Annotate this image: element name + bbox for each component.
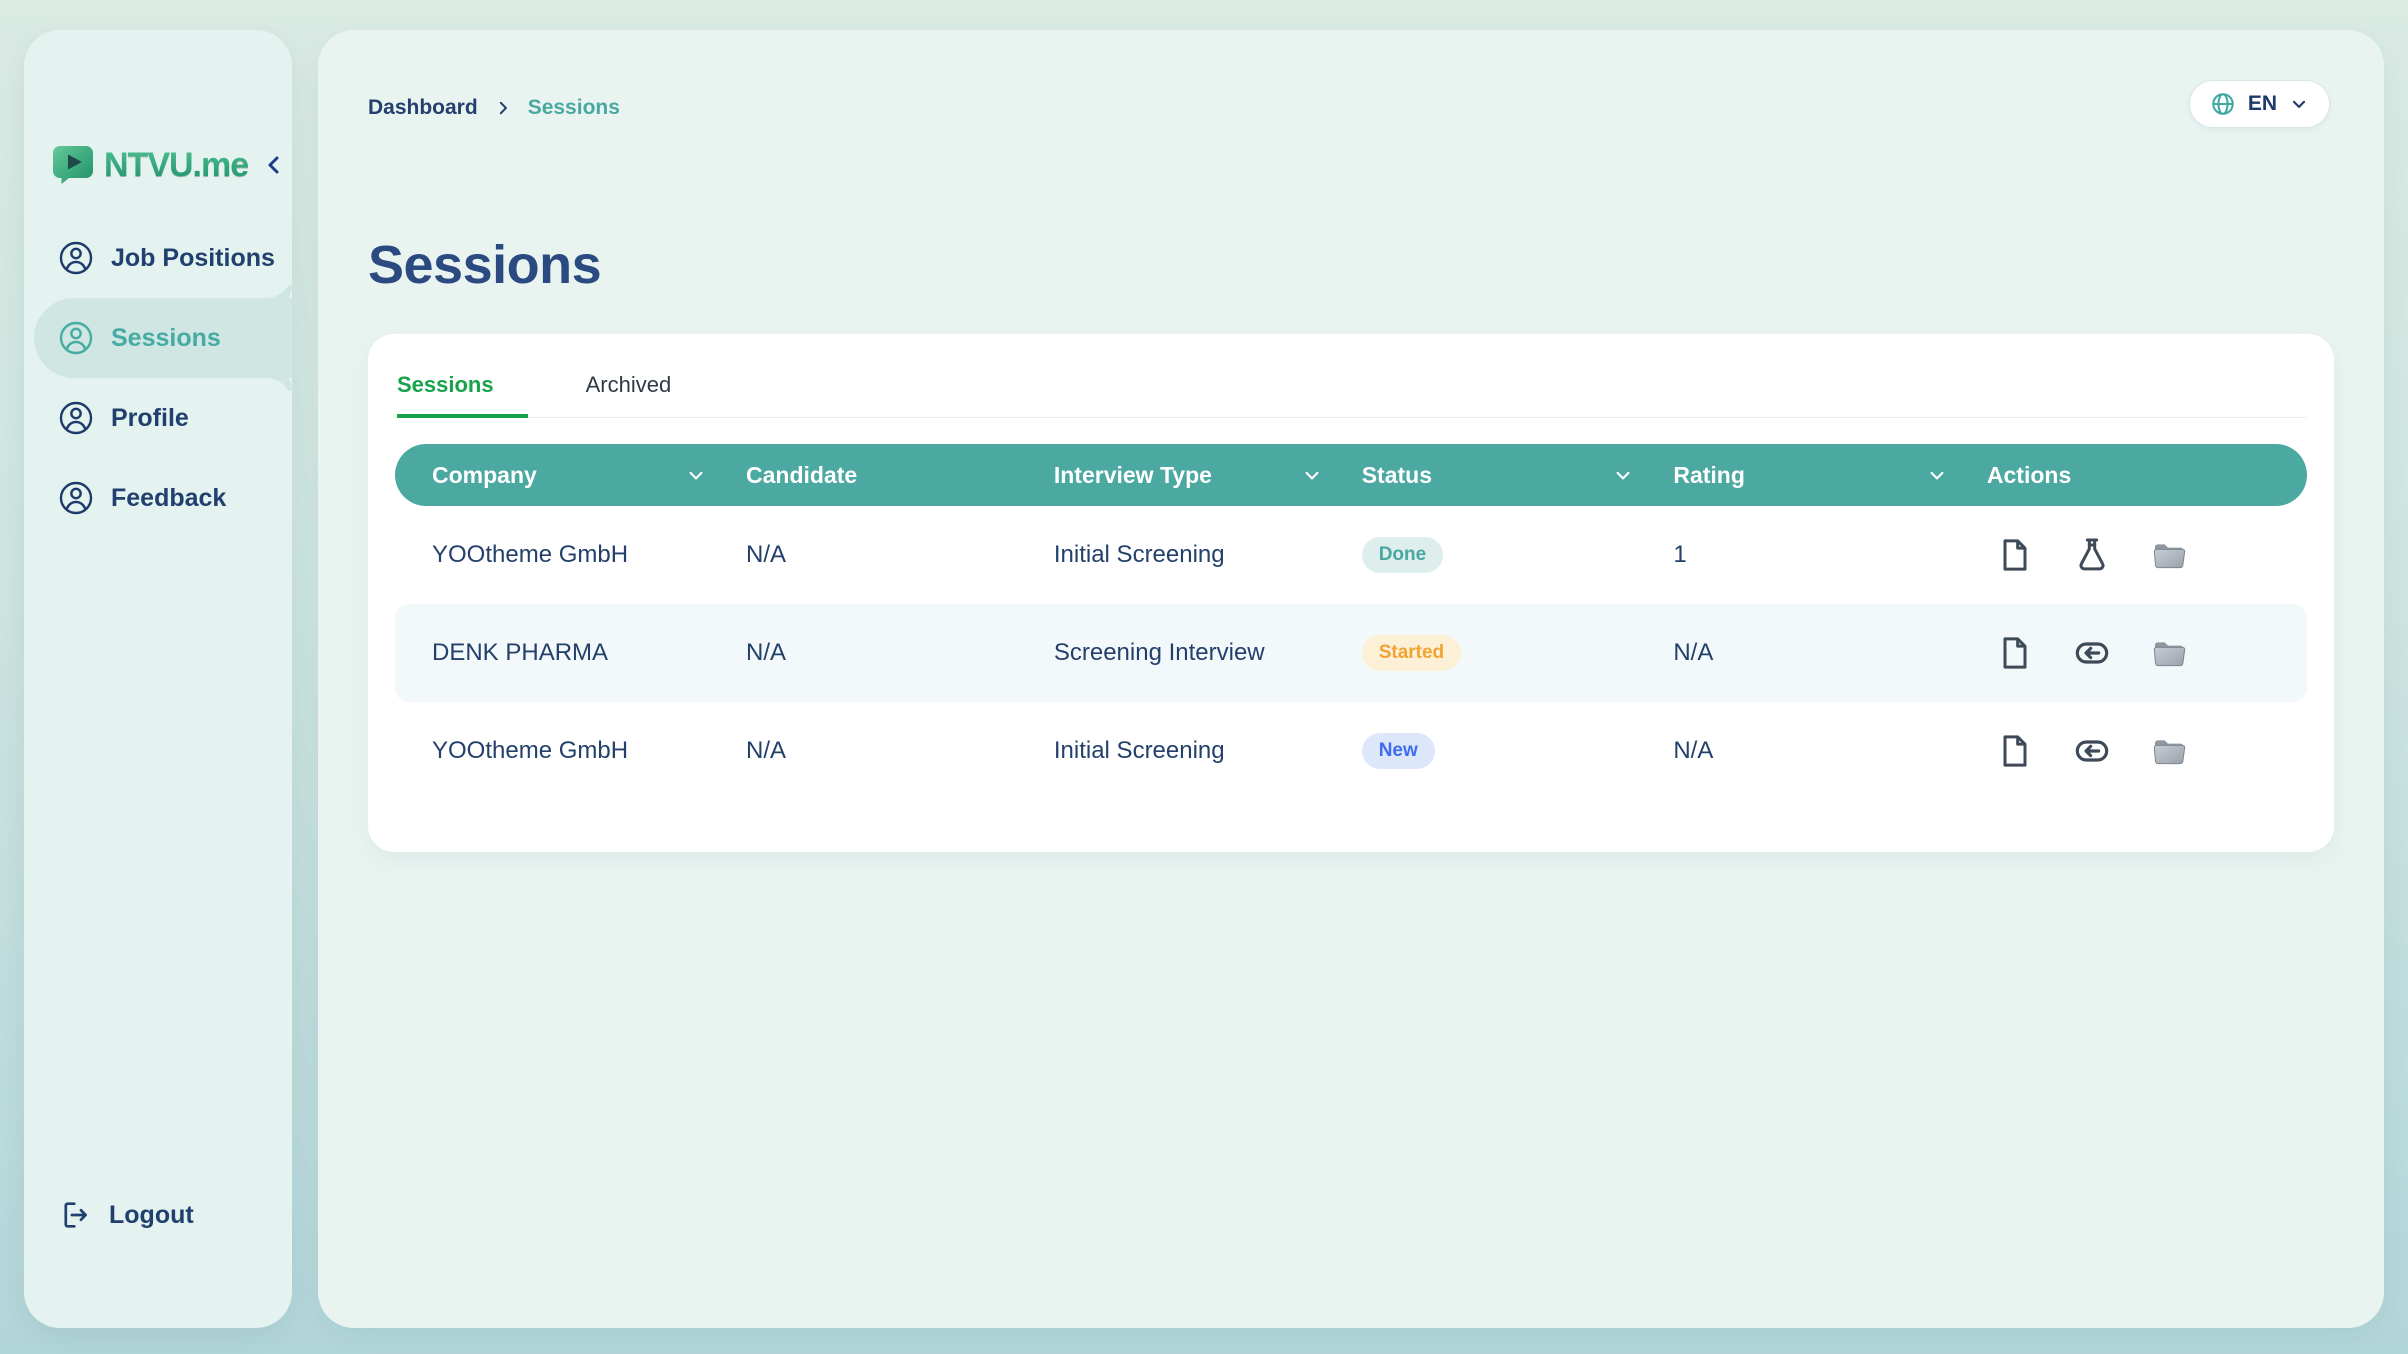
top-row: Dashboard Sessions EN [318,30,2384,128]
sidebar-item-sessions[interactable]: Sessions [34,298,292,378]
cell-actions [1961,535,2307,575]
person-circle-icon [58,240,94,276]
sort-chevron-down-icon[interactable] [1302,465,1322,485]
cell-company: DENK PHARMA [432,639,609,666]
cell-candidate: N/A [746,541,787,568]
sort-chevron-down-icon[interactable] [686,465,706,485]
folder-icon[interactable] [2149,535,2189,575]
cell-rating: N/A [1673,639,1714,666]
status-badge: Started [1361,635,1462,671]
cell-candidate: N/A [746,639,787,666]
cell-actions [1961,633,2307,673]
breadcrumb-sessions: Sessions [527,96,620,119]
table-row: YOOtheme GmbH N/A Initial Screening Done… [395,506,2307,604]
language-code: EN [2247,92,2277,115]
column-label: Rating [1673,461,1745,488]
sessions-card: Sessions Archived Company Candidate Inte… [368,334,2334,852]
sort-chevron-down-icon[interactable] [1613,465,1633,485]
logout-icon [64,1202,87,1228]
column-label: Interview Type [1053,461,1212,488]
column-header-candidate[interactable]: Candidate [720,462,1028,489]
column-label: Candidate [746,461,858,488]
document-icon[interactable] [1995,535,2035,575]
folder-icon[interactable] [2149,633,2189,673]
globe-icon [2212,93,2234,115]
column-header-status[interactable]: Status [1336,462,1648,489]
sidebar-item-label: Profile [111,403,189,432]
page-title: Sessions [368,235,602,295]
sort-chevron-down-icon[interactable] [1927,465,1947,485]
column-header-rating[interactable]: Rating [1647,462,1961,489]
table-header: Company Candidate Interview Type Status [395,444,2307,506]
sidebar-item-job-positions[interactable]: Job Positions [24,218,292,298]
column-label: Status [1361,461,1432,488]
person-circle-icon [58,400,94,436]
flask-icon[interactable] [2072,535,2112,575]
column-header-company[interactable]: Company [395,462,720,489]
sidebar-collapse-icon[interactable] [262,153,286,177]
document-icon[interactable] [1995,731,2035,771]
column-label: Company [432,461,537,488]
cell-interview-type: Initial Screening [1053,541,1225,568]
return-arrow-icon[interactable] [2072,633,2112,673]
brand-name: NTVU.me [104,145,249,184]
folder-icon[interactable] [2149,731,2189,771]
sidebar: NTVU.me Job Positions Sessions Profile [24,30,292,1328]
breadcrumb-dashboard[interactable]: Dashboard [368,96,478,119]
logout-label: Logout [109,1200,194,1229]
cell-candidate: N/A [746,737,787,764]
sidebar-item-label: Sessions [111,323,221,352]
chevron-right-icon [494,99,512,117]
sidebar-item-feedback[interactable]: Feedback [24,458,292,538]
cell-actions [1961,731,2307,771]
sidebar-item-profile[interactable]: Profile [24,378,292,458]
column-header-actions: Actions [1961,462,2307,489]
cell-rating: N/A [1673,737,1714,764]
tab-bar: Sessions Archived [395,364,2307,418]
tab-sessions[interactable]: Sessions [397,364,528,418]
chevron-down-icon [2292,100,2306,108]
status-badge: New [1361,733,1435,769]
brand-logo: NTVU.me [50,142,292,188]
table-row: DENK PHARMA N/A Screening Interview Star… [395,604,2307,702]
sidebar-nav: Job Positions Sessions Profile Feedback [24,218,292,538]
sidebar-item-label: Job Positions [111,243,275,272]
cell-company: YOOtheme GmbH [432,737,629,764]
tab-archived[interactable]: Archived [585,372,672,397]
cell-company: YOOtheme GmbH [432,541,629,568]
person-circle-icon [58,320,94,356]
return-arrow-icon[interactable] [2072,731,2112,771]
language-selector[interactable]: EN [2188,80,2330,128]
cell-interview-type: Screening Interview [1053,639,1265,666]
breadcrumb: Dashboard Sessions [368,96,620,120]
cell-rating: 1 [1673,541,1687,568]
brand-speech-bubble-play-icon [50,142,96,188]
main-panel: Dashboard Sessions EN Sessions Sessions … [318,30,2384,1328]
column-header-interview-type[interactable]: Interview Type [1028,462,1336,489]
table-row: YOOtheme GmbH N/A Initial Screening New … [395,702,2307,800]
logout-button[interactable]: Logout [58,1198,194,1232]
status-badge: Done [1361,537,1444,573]
person-circle-icon [58,480,94,516]
cell-interview-type: Initial Screening [1053,737,1225,764]
column-label: Actions [1986,461,2072,488]
document-icon[interactable] [1995,633,2035,673]
sidebar-item-label: Feedback [111,483,227,512]
